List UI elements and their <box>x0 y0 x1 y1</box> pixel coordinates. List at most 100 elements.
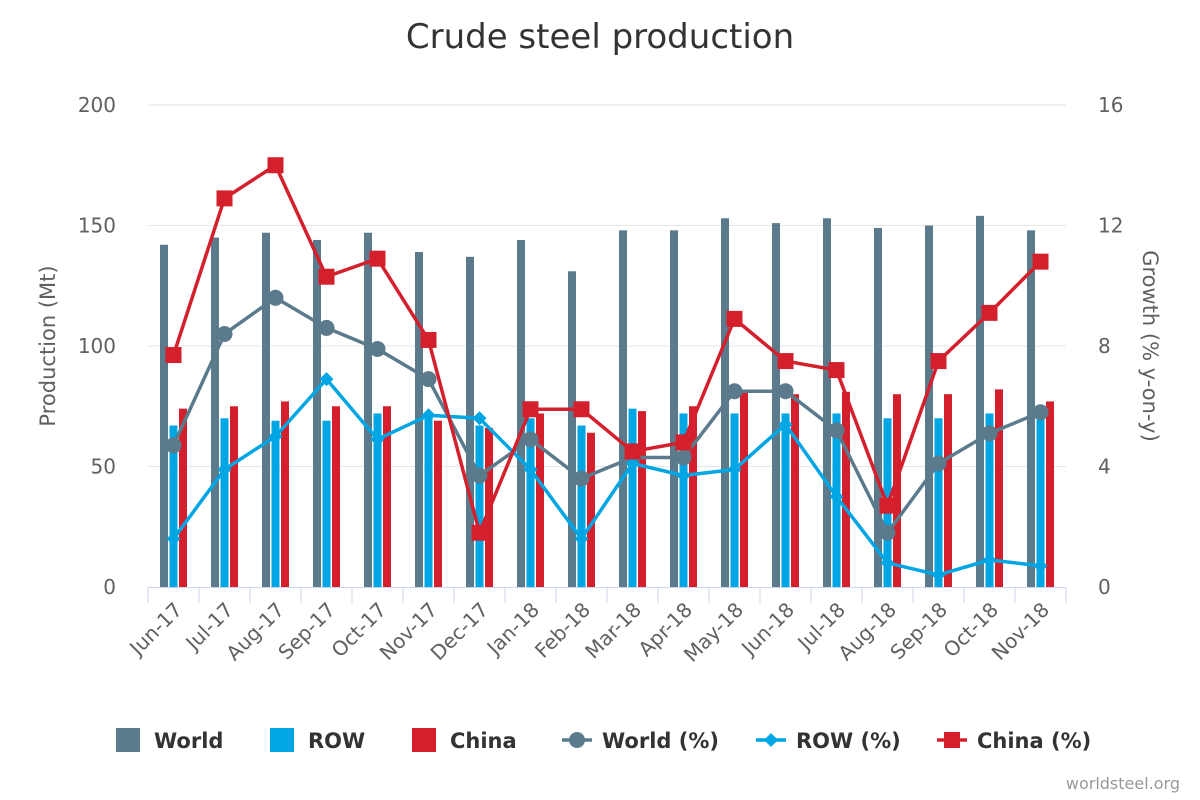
point-world <box>931 455 947 471</box>
y-left-tick-label: 50 <box>91 455 116 479</box>
legend-label-world: World (%) <box>602 729 719 753</box>
x-tick-label: Mar-18 <box>580 598 646 664</box>
x-tick-label: Jun-17 <box>123 598 187 662</box>
line-china <box>174 165 1041 533</box>
bar-row <box>731 413 739 587</box>
legend-label-row: ROW <box>308 729 365 753</box>
point-china <box>370 251 386 267</box>
bar-row <box>272 421 280 587</box>
x-tick-label: Nov-18 <box>987 598 1054 665</box>
point-world <box>778 383 794 399</box>
point-world <box>421 371 437 387</box>
x-tick-label: Jun-18 <box>735 598 799 662</box>
point-china <box>982 305 998 321</box>
point-world <box>727 383 743 399</box>
y-right-tick-label: 4 <box>1098 455 1111 479</box>
legend-label-world: World <box>154 729 223 753</box>
bar-row <box>782 413 790 587</box>
bar-china <box>332 406 340 587</box>
x-tick-label: Sep-18 <box>885 598 952 665</box>
bar-world <box>619 230 627 587</box>
legend-label-china: China (%) <box>977 729 1091 753</box>
point-row <box>422 408 436 422</box>
point-world <box>166 437 182 453</box>
bar-world <box>262 233 270 587</box>
x-tick-label: Sep-17 <box>273 598 340 665</box>
line-world <box>174 298 1041 533</box>
bar-china <box>842 392 850 587</box>
y-right-tick-label: 0 <box>1098 575 1111 599</box>
legend-marker-world <box>569 732 585 748</box>
bar-china <box>740 392 748 587</box>
bar-china <box>179 409 187 587</box>
bar-world <box>568 271 576 587</box>
point-world <box>676 449 692 465</box>
bar-world <box>670 230 678 587</box>
chart: Crude steel production 05010015020004812… <box>0 0 1200 800</box>
point-china <box>472 525 488 541</box>
point-world <box>880 525 896 541</box>
legend-swatch-world <box>116 728 140 752</box>
y-right-axis-title: Growth (% y-on-y) <box>1138 250 1162 442</box>
bar-china <box>1046 401 1054 587</box>
point-china <box>268 157 284 173</box>
chart-title: Crude steel production <box>406 17 794 57</box>
bar-world <box>313 240 321 587</box>
point-row <box>983 553 997 567</box>
bar-world <box>823 218 831 587</box>
bar-china <box>791 394 799 587</box>
bar-row <box>476 426 484 587</box>
y-left-axis-title: Production (Mt) <box>36 265 60 426</box>
point-china <box>829 362 845 378</box>
y-right-tick-label: 12 <box>1098 214 1123 238</box>
bar-china <box>689 406 697 587</box>
bar-world <box>211 238 219 587</box>
bar-world <box>772 223 780 587</box>
legend-swatch-row <box>270 728 294 752</box>
legend-label-row: ROW (%) <box>796 729 901 753</box>
point-china <box>676 434 692 450</box>
bar-world <box>925 226 933 588</box>
line-row <box>174 379 1041 575</box>
bar-world <box>364 233 372 587</box>
x-tick-label: Aug-18 <box>833 598 901 666</box>
point-china <box>166 347 182 363</box>
bar-china <box>995 389 1003 587</box>
point-world <box>319 320 335 336</box>
point-china <box>625 443 641 459</box>
point-row <box>1034 559 1048 573</box>
point-world <box>574 471 590 487</box>
point-world <box>982 425 998 441</box>
point-china <box>931 353 947 369</box>
point-china <box>319 269 335 285</box>
point-world <box>829 422 845 438</box>
point-china <box>421 332 437 348</box>
bar-row <box>221 418 229 587</box>
legend-marker-row <box>764 733 778 747</box>
y-right-tick-label: 16 <box>1098 93 1123 117</box>
bar-china <box>230 406 238 587</box>
y-left-tick-label: 150 <box>78 214 116 238</box>
point-row <box>932 568 946 582</box>
point-world <box>268 290 284 306</box>
legend: World ROW China World (%) ROW (%) China (%) <box>116 728 1091 753</box>
y-left-tick-label: 200 <box>78 93 116 117</box>
x-tick-label: Dec-17 <box>426 598 493 665</box>
bar-china <box>434 421 442 587</box>
bar-row <box>935 418 943 587</box>
bar-row <box>323 421 331 587</box>
bar-row <box>425 418 433 587</box>
y-right-tick-label: 8 <box>1098 334 1111 358</box>
y-left-tick-label: 0 <box>103 575 116 599</box>
legend-marker-china <box>944 732 960 748</box>
point-world <box>472 468 488 484</box>
bar-world <box>976 216 984 587</box>
point-china <box>217 190 233 206</box>
credit-text: worldsteel.org <box>1066 774 1180 793</box>
bar-china <box>944 394 952 587</box>
point-china <box>727 311 743 327</box>
point-world <box>1033 404 1049 420</box>
legend-label-china: China <box>450 729 517 753</box>
point-china <box>1033 254 1049 270</box>
bar-china <box>587 433 595 587</box>
